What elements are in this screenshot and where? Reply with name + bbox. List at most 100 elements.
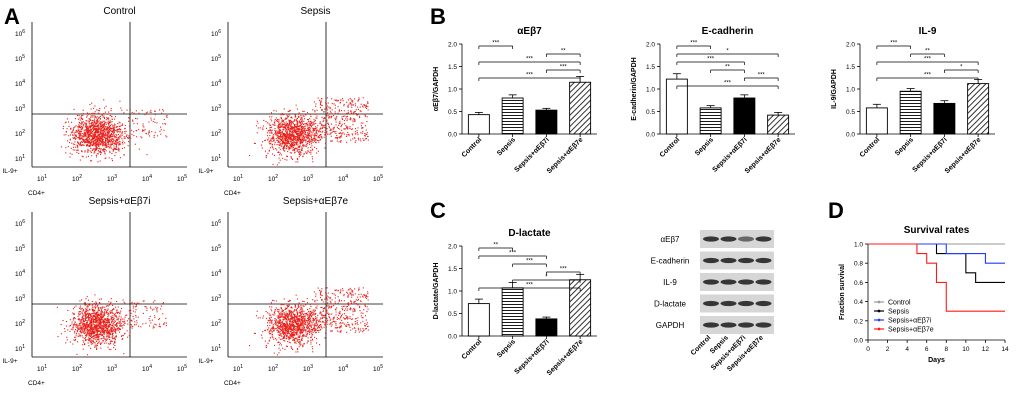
flow-dot <box>361 127 363 129</box>
flow-dot <box>319 107 321 109</box>
flow-dot <box>76 353 78 355</box>
flow-dot <box>295 115 297 117</box>
flow-dot <box>337 138 339 140</box>
flow-dot <box>286 320 288 322</box>
flow-dot <box>352 112 354 114</box>
flow-dot <box>295 132 297 134</box>
flow-dot <box>303 145 305 147</box>
flow-dot <box>310 331 312 333</box>
flow-dot <box>99 118 101 120</box>
flow-dot <box>89 330 91 332</box>
flow-dot <box>313 134 315 136</box>
flow-dot <box>108 319 110 321</box>
flow-dot <box>108 301 110 303</box>
flow-dot <box>88 304 90 306</box>
flow-dot <box>90 315 92 317</box>
flow-dot <box>321 127 323 129</box>
flow-dot <box>284 143 286 145</box>
flow-dot <box>292 127 294 129</box>
flow-dot <box>330 306 332 308</box>
flow-dot <box>290 123 292 125</box>
flow-dot <box>283 134 285 136</box>
flow-dot <box>301 125 303 127</box>
flow-dot <box>111 115 113 117</box>
flow-dot <box>288 135 290 137</box>
flow-dot <box>79 131 81 133</box>
flow-dot <box>325 128 327 130</box>
flow-dot <box>319 297 321 299</box>
flow-dot <box>350 103 352 105</box>
flow-dot <box>92 341 94 343</box>
flow-dot <box>316 133 318 135</box>
flow-dot <box>343 133 345 135</box>
flow-dot <box>292 135 294 137</box>
flow-dot <box>297 330 299 332</box>
flow-dot <box>324 127 326 129</box>
flow-dot <box>98 113 100 115</box>
flow-dot <box>79 330 81 332</box>
flow-dot <box>295 142 297 144</box>
flow-dot <box>299 133 301 135</box>
flow-dot <box>300 319 302 321</box>
flow-dot <box>341 319 343 321</box>
flow-dot <box>325 133 327 135</box>
flow-dot <box>288 313 290 315</box>
flow-dot <box>299 125 301 127</box>
flow-dot <box>112 337 114 339</box>
flow-dot <box>267 320 269 322</box>
flow-dot <box>99 118 101 120</box>
flow-dot <box>111 317 113 319</box>
flow-dot <box>325 102 327 104</box>
flow-dot <box>284 147 286 149</box>
flow-dot <box>159 109 161 111</box>
flow-dot <box>101 332 103 334</box>
flow-dot <box>288 311 290 313</box>
flow-dot <box>285 130 287 132</box>
flow-dot <box>311 314 313 316</box>
flow-dot <box>302 300 304 302</box>
flow-dot <box>352 134 354 136</box>
flow-dot <box>272 313 274 315</box>
flow-dot <box>108 332 110 334</box>
flow-dot <box>100 141 102 143</box>
flow-dot <box>95 149 97 151</box>
flow-dot <box>333 115 335 117</box>
flow-dot <box>300 343 302 345</box>
flow-dot <box>97 144 99 146</box>
flow-dot <box>111 322 113 324</box>
flow-dot <box>307 315 309 317</box>
flow-dot <box>293 124 295 126</box>
flow-dot <box>290 120 292 122</box>
flow-dot <box>366 116 368 118</box>
flow-dot <box>307 337 309 339</box>
flow-dot <box>79 324 81 326</box>
flow-dot <box>132 326 134 328</box>
flow-dot <box>78 144 80 146</box>
flow-dot <box>117 123 119 125</box>
flow-dot <box>116 142 118 144</box>
flow-dot <box>291 149 293 151</box>
flow-dot <box>271 321 273 323</box>
flow-dot <box>101 338 103 340</box>
flow-dot <box>280 314 282 316</box>
flow-dot <box>347 118 349 120</box>
flow-dot <box>90 116 92 118</box>
flow-dot <box>353 111 355 113</box>
flow-dot <box>98 135 100 137</box>
flow-dot <box>91 125 93 127</box>
flow-dot <box>102 116 104 118</box>
flow-dot <box>291 143 293 145</box>
flow-dot <box>287 116 289 118</box>
flow-dot <box>99 151 101 153</box>
flow-dot <box>96 153 98 155</box>
flow-dot <box>110 329 112 331</box>
flow-dot <box>328 315 330 317</box>
flow-dot <box>82 115 84 117</box>
flow-dot <box>285 320 287 322</box>
flow-dot <box>89 129 91 131</box>
flow-dot <box>283 145 285 147</box>
flow-dot <box>289 334 291 336</box>
flow-dot <box>92 119 94 121</box>
flow-dot <box>84 308 86 310</box>
flow-dot <box>350 128 352 130</box>
